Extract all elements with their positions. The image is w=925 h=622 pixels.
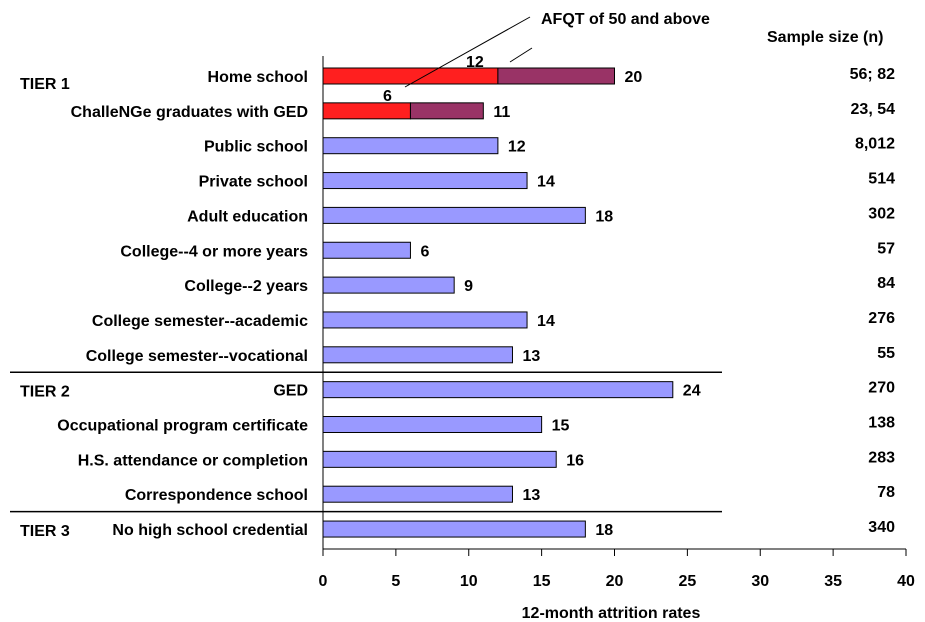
afqt-value-label: 12 [466, 54, 484, 71]
category-label: Correspondence school [125, 487, 308, 504]
category-label: College--2 years [184, 278, 308, 295]
category-label: Adult education [187, 208, 308, 225]
category-label: H.S. attendance or completion [78, 452, 308, 469]
bar-value-label: 12 [508, 139, 526, 156]
bar-segment-remaining [409, 102, 484, 120]
category-label: College semester--vocational [86, 348, 308, 365]
x-axis: 0 5 10 15 20 25 30 35 40 [319, 56, 915, 590]
sample-size-label: 8,012 [855, 136, 895, 153]
bar [322, 381, 674, 399]
x-tick-label: 35 [824, 573, 842, 590]
category-label: No high school credential [112, 522, 308, 539]
bar [322, 450, 557, 468]
bar [322, 172, 528, 190]
sample-size-label: 138 [868, 415, 895, 432]
bar-value-label: 18 [595, 522, 613, 539]
sample-size-label: 283 [868, 449, 895, 466]
sample-size-label: 78 [877, 484, 895, 501]
x-tick-label: 30 [751, 573, 769, 590]
sample-size-header: Sample size (n) [767, 29, 883, 46]
bar [322, 485, 513, 503]
category-label: GED [273, 383, 308, 400]
bar-value-label: 18 [595, 208, 613, 225]
bar-value-label: 16 [566, 452, 584, 469]
bar [322, 137, 499, 155]
category-label: College--4 or more years [120, 243, 308, 260]
bar [322, 416, 543, 433]
sample-size-label: 514 [868, 171, 895, 188]
bar [322, 346, 513, 364]
x-tick-label: 25 [678, 573, 696, 590]
value-labels: 12 20 6 11 12 14 18 6 9 14 13 24 15 16 13 18 [383, 54, 701, 539]
sample-size-label: 340 [868, 519, 895, 536]
x-tick-label: 40 [897, 573, 915, 590]
category-label: ChalleNGe graduates with GED [71, 104, 308, 121]
annotation-leader-line-2 [509, 47, 533, 63]
sample-size-label: 57 [877, 240, 895, 257]
category-label: Private school [199, 174, 308, 191]
tier-dividers [10, 371, 722, 513]
bars [322, 67, 674, 538]
tier-labels: TIER 1 TIER 2 TIER 3 [20, 76, 70, 540]
bar-value-label: 14 [537, 313, 555, 330]
bar-value-label: 11 [493, 104, 510, 121]
annotation-text: AFQT of 50 and above [541, 11, 710, 28]
bar [322, 520, 586, 538]
category-label: Public school [204, 139, 308, 156]
bar-value-label: 24 [683, 383, 701, 400]
x-tick-label: 0 [319, 573, 328, 590]
sample-size-label: 23, 54 [851, 101, 896, 118]
bar [322, 241, 411, 259]
x-tick-label: 15 [533, 573, 551, 590]
bar-value-label: 13 [522, 487, 540, 504]
bar-value-label: 15 [552, 418, 570, 435]
bar-segment-remaining [497, 67, 615, 85]
sample-size-label: 302 [868, 205, 895, 222]
afqt-value-label: 6 [383, 88, 392, 105]
category-labels: Home school ChalleNGe graduates with GED P… [57, 69, 308, 539]
sample-size-label: 55 [877, 345, 895, 362]
category-label: College semester--academic [92, 313, 308, 330]
bar-value-label: 14 [537, 174, 555, 191]
sample-size-label: 270 [868, 380, 895, 397]
sample-size-label: 276 [868, 310, 895, 327]
bar [322, 206, 586, 224]
x-axis-title: 12-month attrition rates [522, 605, 701, 622]
sample-size-label: 84 [877, 275, 895, 292]
bar [322, 311, 528, 329]
x-tick-label: 20 [606, 573, 624, 590]
tier-label: TIER 1 [20, 76, 70, 93]
bar [322, 276, 455, 294]
category-label: Home school [208, 69, 308, 86]
tier-label: TIER 2 [20, 384, 70, 401]
afqt-annotation: AFQT of 50 and above [404, 11, 710, 88]
bar-value-label: 20 [625, 69, 643, 86]
sample-size-label: 56; 82 [850, 66, 895, 83]
bar-value-label: 6 [420, 243, 429, 260]
x-tick-label: 10 [460, 573, 478, 590]
category-label: Occupational program certificate [57, 418, 308, 435]
bar-segment-afqt-50 [322, 102, 411, 120]
annotation-leader-line [404, 16, 531, 88]
tier-label: TIER 3 [20, 523, 70, 540]
bar-value-label: 9 [464, 278, 473, 295]
bar-value-label: 13 [522, 348, 540, 365]
x-tick-label: 5 [391, 573, 400, 590]
sample-size-labels: 56; 82 23, 54 8,012 514 302 57 84 276 55 270 138 28… [850, 66, 895, 536]
